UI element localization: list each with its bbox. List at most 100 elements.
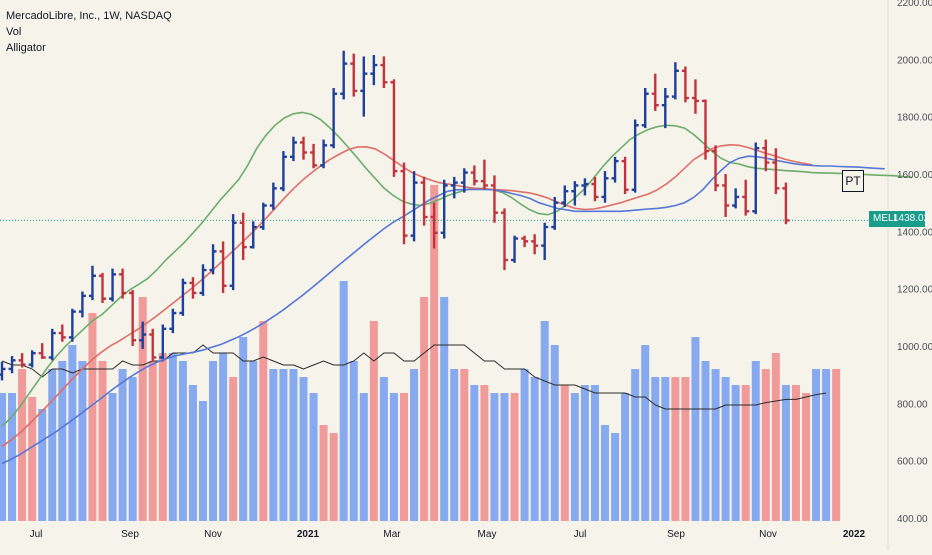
ohlc-bar-down (702, 99, 709, 160)
volume-bar (410, 369, 419, 521)
volume-bar (219, 353, 228, 521)
ohlc-bar-down (119, 268, 127, 299)
volume-bar (671, 377, 680, 521)
volume-bar (118, 369, 127, 521)
ohlc-bar-up (8, 356, 16, 374)
volume-bar (420, 297, 429, 521)
ohlc-bar-down (239, 212, 247, 260)
volume-bar (771, 353, 780, 521)
ohlc-bar-up (199, 264, 207, 296)
ohlc-bar-down (651, 73, 659, 111)
volume-bar (721, 377, 730, 521)
volume-ma-line (1, 344, 827, 410)
volume-bar (812, 369, 821, 521)
ohlc-bar-up (571, 181, 579, 206)
ohlc-bar-down (310, 143, 318, 169)
volume-bar (78, 361, 87, 521)
ohlc-bar-down (149, 328, 157, 362)
volume-bar (8, 393, 17, 521)
volume-bar (590, 385, 599, 521)
ohlc-bar-up (631, 119, 639, 193)
ohlc-bar-up (320, 139, 328, 169)
x-axis-tick: 2022 (843, 529, 866, 540)
ohlc-bar-up (209, 244, 217, 275)
volume-bar (631, 369, 640, 521)
volume-bar (309, 393, 318, 521)
ohlc-bar-down (58, 324, 66, 342)
ohlc-bar-up (440, 179, 448, 239)
ohlc-bar-up (330, 88, 338, 149)
volume-bar (611, 433, 620, 521)
volume-bar (621, 393, 630, 521)
ohlc-bar-up (229, 214, 237, 291)
x-axis-tick: Jul (574, 529, 587, 540)
ohlc-bar-up (48, 328, 56, 361)
ohlc-bar-down (762, 139, 770, 172)
volume-bar (741, 385, 750, 521)
ohlc-bar-up (561, 185, 569, 207)
volume-bar (269, 369, 278, 521)
volume-bar (98, 361, 107, 521)
volume-bar (88, 313, 97, 521)
ohlc-bar-down (490, 175, 498, 223)
volume-bar (259, 321, 268, 521)
ohlc-bar-up (88, 265, 96, 301)
ohlc-bar-up (460, 168, 468, 193)
volume-bar (751, 361, 760, 521)
ohlc-bar-down (390, 79, 398, 177)
volume-bar (661, 377, 670, 521)
volume-bar (279, 369, 288, 521)
volume-bar (108, 393, 117, 521)
ohlc-bar-down (782, 182, 790, 225)
ohlc-bar-up (551, 196, 559, 230)
volume-bar (148, 361, 157, 521)
ohlc-bar-up (259, 202, 267, 230)
volume-bar (430, 185, 439, 521)
volume-bar (209, 361, 218, 521)
ohlc-bar-up (169, 308, 177, 334)
volume-bar (349, 361, 358, 521)
ticker-label: MELI (873, 213, 897, 224)
y-axis-tick: 400.00 (897, 514, 928, 525)
volume-bar (651, 377, 660, 521)
volume-bar (168, 353, 177, 521)
pt-marker[interactable]: PT (842, 170, 864, 192)
volume-bar (530, 377, 539, 521)
volume-bar (229, 377, 238, 521)
ohlc-bar-down (722, 174, 730, 217)
volume-bar (560, 385, 569, 521)
volume-bar (540, 321, 549, 521)
volume-bar (199, 401, 207, 521)
ohlc-bar-down (531, 234, 539, 255)
ohlc-bar-down (772, 148, 780, 195)
volume-bar (691, 337, 700, 521)
ohlc-bar-up (159, 324, 167, 359)
volume-bar (601, 425, 609, 521)
ohlc-bar-up (641, 88, 649, 129)
ohlc-bar-down (681, 66, 689, 103)
y-axis-tick: 1600.00 (897, 170, 932, 181)
y-axis-tick: 1400.00 (897, 227, 932, 238)
y-axis-tick: 1800.00 (897, 113, 932, 124)
volume-bar (138, 297, 147, 521)
ohlc-bar-up (732, 188, 740, 209)
volume-bar (761, 369, 770, 521)
ohlc-bar-down (99, 272, 106, 303)
x-axis-tick: Nov (204, 529, 222, 540)
volume-bar (0, 393, 6, 521)
ohlc-bar-up (541, 222, 549, 260)
alligator-teeth-line (1, 143, 813, 447)
volume-legend: Vol (6, 26, 22, 38)
ohlc-bar-down (591, 176, 599, 202)
ohlc-bar-up (28, 350, 36, 368)
last-price-value: 1438.02 (893, 213, 930, 224)
ohlc-bar-up (340, 50, 348, 100)
volume-bar (289, 369, 298, 521)
volume-bar (460, 369, 469, 521)
ohlc-bar-up (752, 142, 760, 215)
x-axis-tick: Mar (383, 529, 401, 540)
ohlc-bar-down (18, 353, 26, 368)
volume-bar (58, 361, 67, 521)
